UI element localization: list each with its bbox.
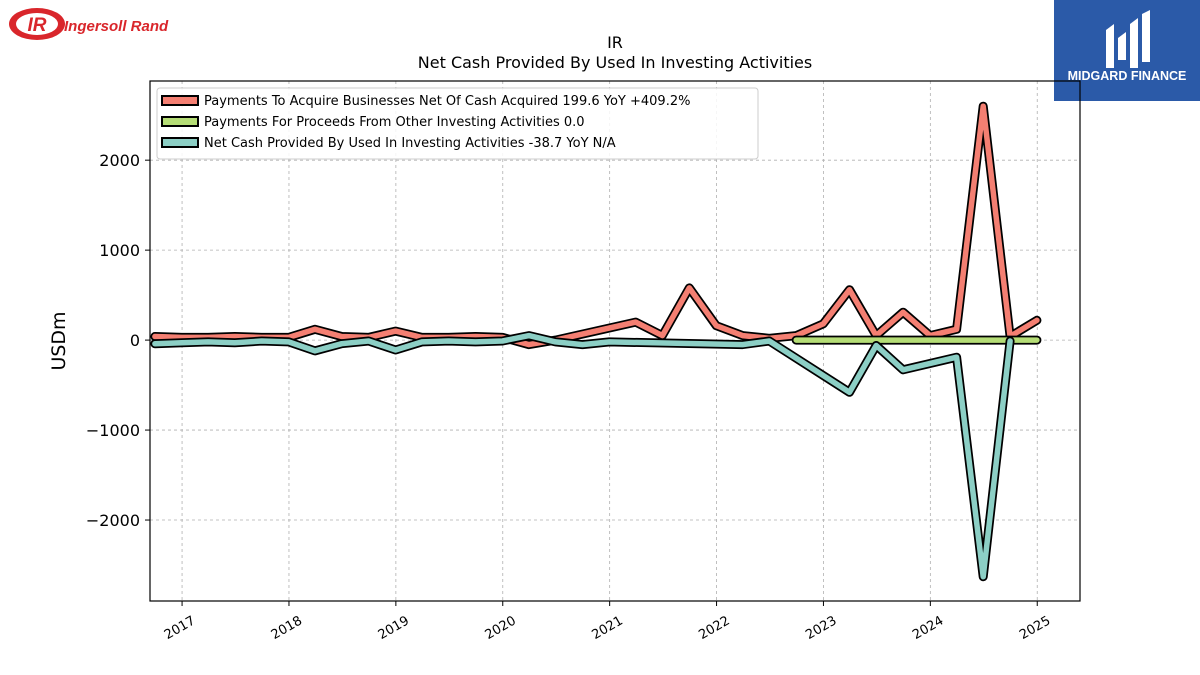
plot-frame	[149, 80, 1081, 602]
legend: Payments To Acquire Businesses Net Of Ca…	[156, 87, 759, 160]
x-tick-label: 2025	[1017, 613, 1053, 643]
legend-box	[156, 87, 759, 160]
x-tick-label: 2024	[910, 613, 946, 643]
series-line	[152, 332, 1013, 580]
logo-ellipse-inner	[16, 13, 58, 35]
x-tick-label: 2021	[589, 613, 625, 643]
x-axis: 2017 2018 2019 2020 2021 2022 2023 2024 2025	[162, 601, 1053, 643]
y-tick-label: −2000	[86, 511, 140, 530]
series-line	[152, 103, 1040, 348]
logo-background	[1054, 0, 1200, 101]
series-lines	[150, 101, 1042, 582]
x-tick-label: 2022	[696, 613, 732, 643]
midgard-finance-logo: MIDGARD FINANCE	[1054, 0, 1200, 101]
chart-title: IR	[607, 33, 623, 52]
logo-right-text: MIDGARD FINANCE	[1068, 69, 1187, 83]
y-axis-label: USDm	[48, 311, 70, 370]
legend-swatch	[161, 116, 199, 127]
y-tick-label: 2000	[99, 151, 140, 170]
legend-swatch	[161, 95, 199, 106]
y-tick-label: 1000	[99, 241, 140, 260]
chart-subtitle: Net Cash Provided By Used In Investing A…	[418, 53, 812, 72]
y-tick-label: −1000	[86, 421, 140, 440]
series-outline	[150, 331, 1015, 582]
y-tick-label: 0	[130, 331, 140, 350]
midgard-emblem-icon	[1106, 10, 1150, 68]
legend-label: Net Cash Provided By Used In Investing A…	[204, 136, 616, 151]
logo-wordmark: Ingersoll Rand	[64, 18, 169, 35]
x-tick-label: 2017	[162, 613, 198, 643]
x-tick-label: 2020	[483, 613, 519, 643]
legend-swatch	[161, 137, 199, 148]
legend-label: Payments For Proceeds From Other Investi…	[204, 115, 585, 130]
x-tick-label: 2018	[269, 613, 305, 643]
logo-mark: IR	[28, 15, 47, 36]
x-tick-label: 2019	[376, 613, 412, 643]
legend-label: Payments To Acquire Businesses Net Of Ca…	[204, 94, 690, 109]
ingersoll-rand-logo: IR Ingersoll Rand	[6, 4, 181, 44]
x-tick-label: 2023	[803, 613, 839, 643]
y-axis: −2000 −1000 0 1000 2000	[86, 151, 150, 530]
